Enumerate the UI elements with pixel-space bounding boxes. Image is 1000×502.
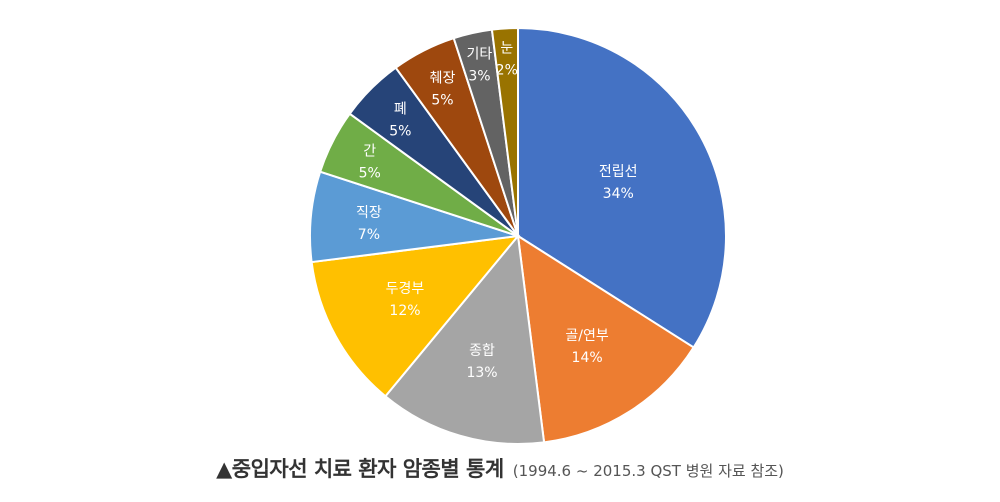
slice-category-label-1: 전립선 [599,164,638,180]
slice-value-label-7: 5% [389,123,411,139]
slice-value-label-2: 14% [572,350,603,366]
slice-value-label-3: 13% [466,365,497,381]
slice-category-label-5: 직장 [356,205,382,221]
chart-caption-title: ▲중입자선 치료 환자 암종별 통계 [216,457,504,481]
slice-value-label-5: 7% [358,227,380,243]
chart-caption-source: (1994.6 ~ 2015.3 QST 병원 자료 참조) [512,462,784,480]
slice-category-label-4: 두경부 [386,281,425,297]
pie-slice-4 [310,234,521,398]
pie-slices [309,26,727,445]
slice-category-label-8: 췌장 [430,71,456,87]
slice-category-label-10: 눈 [500,40,513,56]
slice-category-label-7: 폐 [394,101,407,117]
slice-category-label-3: 종합 [469,343,495,359]
slice-value-label-6: 5% [359,165,381,181]
pie-slice-1 [517,26,727,349]
pie-labels: 전립선 34% 골/연부 14% 종합 13% 두경부 12% 직장 7% 간 5% 폐 5% 췌장 5% 기타… [356,40,638,380]
slice-value-label-1: 34% [603,186,634,202]
slice-value-label-9: 3% [468,68,490,84]
pie-slice-3 [384,233,546,445]
slice-category-label-6: 간 [363,143,376,159]
pie-chart: 전립선 34% 골/연부 14% 종합 13% 두경부 12% 직장 7% 간 5% 폐 5% 췌장 5% 기타… [309,26,727,445]
slice-value-label-8: 5% [431,93,453,109]
slice-value-label-4: 12% [389,303,420,319]
slice-category-label-2: 골/연부 [565,328,608,344]
slice-category-label-9: 기타 [467,46,493,62]
pie-slice-2 [516,234,696,444]
slice-value-label-10: 2% [496,62,518,78]
chart-caption: ▲중입자선 치료 환자 암종별 통계 (1994.6 ~ 2015.3 QST … [0,453,1000,483]
pie-slice-10 [490,26,519,237]
